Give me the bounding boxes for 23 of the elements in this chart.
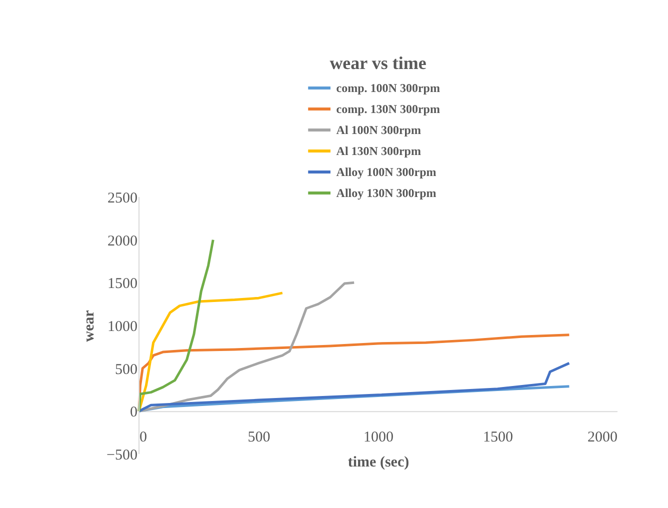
x-tick-label: 2000 <box>588 430 618 446</box>
y-tick-label: −500 <box>106 448 138 464</box>
y-tick-label: 500 <box>115 362 138 378</box>
y-tick-label: 2000 <box>108 233 138 250</box>
y-tick-label: 2500 <box>108 190 138 206</box>
y-tick-label: 1000 <box>108 319 138 335</box>
y-tick-label: 1500 <box>108 276 138 292</box>
line-series <box>138 281 356 412</box>
legend-label: comp. 100N 300rpm <box>336 81 440 95</box>
x-tick-label: 500 <box>248 430 270 446</box>
x-tick-label: 1000 <box>364 430 394 446</box>
chart-title: wear vs time <box>330 53 426 73</box>
legend-label: Alloy 130N 300rpm <box>336 186 436 200</box>
line-series <box>138 362 570 412</box>
line-series <box>138 238 214 412</box>
x-axis-title: time (sec) <box>348 454 410 471</box>
legend-label: comp. 130N 300rpm <box>336 102 440 116</box>
y-axis-title: wear <box>82 310 98 342</box>
y-tick-label: 0 <box>130 404 138 421</box>
legend-label: Al 130N 300rpm <box>336 144 421 158</box>
legend-label: Alloy 100N 300rpm <box>336 165 436 179</box>
legend-label: Al 100N 300rpm <box>336 123 421 137</box>
x-tick-label: 1500 <box>483 430 513 446</box>
